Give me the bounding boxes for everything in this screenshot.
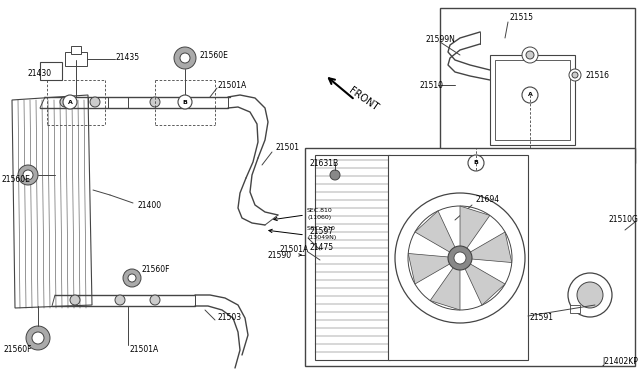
Polygon shape	[467, 232, 512, 263]
Polygon shape	[12, 95, 92, 308]
Text: B: B	[474, 160, 479, 166]
Bar	[40, 62, 62, 80]
Circle shape	[180, 97, 190, 107]
Circle shape	[32, 332, 44, 344]
Text: 21560F: 21560F	[4, 346, 33, 355]
Text: A: A	[68, 99, 72, 105]
Text: 21597: 21597	[310, 228, 334, 237]
Circle shape	[408, 206, 512, 310]
Text: 21631B: 21631B	[310, 158, 339, 167]
Circle shape	[123, 269, 141, 287]
Circle shape	[526, 51, 534, 59]
Text: 21591: 21591	[530, 314, 554, 323]
Polygon shape	[460, 206, 490, 251]
Circle shape	[468, 155, 484, 171]
Circle shape	[568, 273, 612, 317]
Circle shape	[63, 95, 77, 109]
Text: 21400: 21400	[138, 201, 162, 209]
Polygon shape	[408, 253, 453, 284]
Bar	[65, 52, 87, 66]
Circle shape	[115, 295, 125, 305]
Text: 21515: 21515	[510, 13, 534, 22]
Circle shape	[174, 47, 196, 69]
Text: 21510G: 21510G	[608, 215, 638, 224]
Circle shape	[23, 170, 33, 180]
Circle shape	[128, 274, 136, 282]
Text: 21501A: 21501A	[218, 80, 247, 90]
Circle shape	[150, 97, 160, 107]
Text: (13049N): (13049N)	[307, 234, 336, 240]
Bar	[305, 148, 635, 366]
Circle shape	[70, 295, 80, 305]
Text: SEC.810: SEC.810	[307, 208, 333, 212]
Text: 21435: 21435	[116, 52, 140, 61]
Circle shape	[178, 95, 192, 109]
Text: 21430: 21430	[28, 68, 52, 77]
Bar	[490, 55, 575, 145]
Text: 21599N: 21599N	[425, 35, 455, 45]
Bar	[495, 60, 570, 140]
Text: 21516: 21516	[585, 71, 609, 80]
Text: B: B	[182, 99, 188, 105]
Circle shape	[18, 165, 38, 185]
Circle shape	[448, 246, 472, 270]
Circle shape	[522, 87, 538, 103]
Text: 21560F: 21560F	[142, 266, 170, 275]
Text: FRONT: FRONT	[347, 86, 380, 113]
Circle shape	[454, 252, 466, 264]
Circle shape	[572, 72, 578, 78]
Text: 21501A: 21501A	[280, 246, 309, 254]
Circle shape	[90, 97, 100, 107]
Circle shape	[26, 326, 50, 350]
Circle shape	[569, 69, 581, 81]
Text: 21590: 21590	[268, 250, 292, 260]
Text: 21560E: 21560E	[200, 51, 229, 60]
Bar	[71, 46, 81, 54]
Bar	[388, 155, 528, 360]
Text: J21402KP: J21402KP	[602, 357, 638, 366]
Circle shape	[330, 170, 340, 180]
Circle shape	[577, 282, 603, 308]
Bar	[570, 305, 580, 313]
Circle shape	[522, 47, 538, 63]
Text: 21694: 21694	[475, 196, 499, 205]
Text: SEC. 210: SEC. 210	[307, 225, 335, 231]
Polygon shape	[430, 264, 460, 310]
Text: 21501A: 21501A	[130, 346, 159, 355]
Text: 21503: 21503	[218, 314, 242, 323]
Text: A: A	[527, 93, 532, 97]
Polygon shape	[463, 262, 505, 305]
Text: 21510: 21510	[420, 80, 444, 90]
Text: 21560E: 21560E	[2, 176, 31, 185]
Circle shape	[395, 193, 525, 323]
Text: 21475: 21475	[310, 244, 334, 253]
Circle shape	[180, 53, 190, 63]
Circle shape	[150, 295, 160, 305]
Circle shape	[60, 97, 70, 107]
Polygon shape	[415, 211, 456, 254]
Bar	[315, 155, 390, 360]
Text: 21501: 21501	[275, 144, 299, 153]
Bar	[440, 8, 635, 163]
Text: (11060): (11060)	[307, 215, 331, 221]
